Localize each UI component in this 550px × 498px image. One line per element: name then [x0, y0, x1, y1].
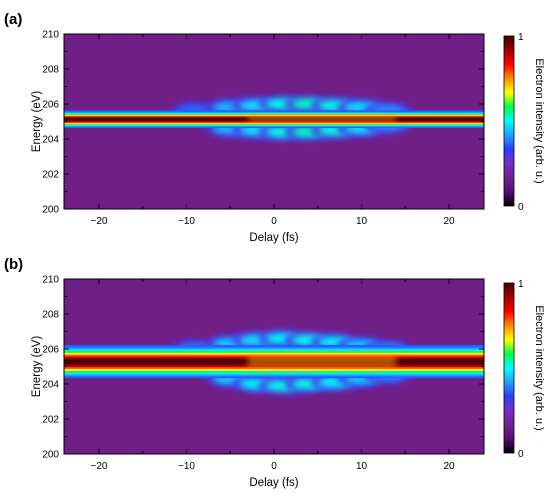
x-tick-label: 0: [271, 216, 277, 227]
x-axis-title: Delay (fs): [249, 477, 298, 489]
colorbar: [503, 282, 515, 454]
x-tick-label: −10: [178, 216, 195, 227]
colorbar-title: Electron intensity (arb. u.): [533, 58, 545, 183]
x-tick-label: −20: [91, 461, 108, 472]
panel-label: (a): [4, 11, 22, 28]
colorbar-max-label: 1: [518, 279, 524, 290]
x-axis-title: Delay (fs): [249, 232, 298, 244]
heatmap-area: [64, 95, 484, 141]
y-tick-label: 202: [42, 415, 59, 426]
main-line-modulation: [247, 115, 397, 123]
x-tick-label: 20: [443, 216, 455, 227]
y-tick-label: 204: [42, 380, 59, 391]
y-axis-title: Energy (eV): [31, 336, 43, 398]
main-line-modulation: [247, 354, 397, 368]
y-tick-label: 206: [42, 345, 59, 356]
x-tick-label: 20: [443, 461, 455, 472]
x-tick-label: 0: [271, 461, 277, 472]
x-tick-label: −10: [178, 461, 195, 472]
colorbar-min-label: 0: [518, 449, 524, 460]
colorbar: [503, 35, 515, 207]
y-tick-label: 204: [42, 135, 59, 146]
colorbar-min-label: 0: [518, 202, 524, 213]
x-tick-label: 10: [356, 461, 368, 472]
y-tick-label: 208: [42, 310, 59, 321]
y-tick-label: 206: [42, 100, 59, 111]
colorbar-title: Electron intensity (arb. u.): [533, 305, 545, 430]
heatmap-area: [64, 329, 484, 395]
y-tick-label: 200: [42, 450, 59, 461]
y-tick-label: 210: [42, 275, 59, 286]
y-tick-label: 208: [42, 65, 59, 76]
panel-label: (b): [4, 256, 23, 273]
y-tick-label: 200: [42, 205, 59, 216]
y-axis-title: Energy (eV): [31, 91, 43, 153]
x-tick-label: −20: [91, 216, 108, 227]
x-tick-label: 10: [356, 216, 368, 227]
y-tick-label: 202: [42, 170, 59, 181]
colorbar-max-label: 1: [518, 32, 524, 43]
y-tick-label: 210: [42, 30, 59, 41]
